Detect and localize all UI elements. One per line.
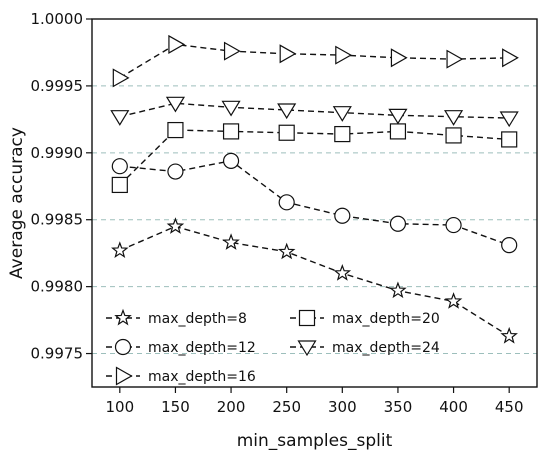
series-max-depth-16 <box>112 34 519 88</box>
series-line <box>119 160 510 246</box>
x-axis-label: min_samples_split <box>237 431 393 451</box>
legend-marker <box>297 340 317 357</box>
data-point-marker <box>112 68 130 88</box>
data-point-marker <box>334 207 351 224</box>
legend-marker <box>114 308 132 326</box>
data-point-marker <box>223 41 241 61</box>
data-point-marker <box>167 121 184 139</box>
axis-ticks: 0.9975 0.9980 0.9985 0.9990 0.9995 1.0000 100 1… <box>31 10 524 416</box>
data-point-marker <box>278 194 295 211</box>
x-tick-label: 200 <box>217 398 246 416</box>
legend-label: max_depth=16 <box>148 369 256 385</box>
data-point-marker <box>389 215 407 232</box>
x-tick-label: 100 <box>105 398 134 416</box>
x-tick-label: 400 <box>439 398 468 416</box>
legend-label: max_depth=8 <box>148 311 247 327</box>
y-tick-label: 0.9975 <box>31 345 84 363</box>
x-tick-label: 350 <box>384 398 413 416</box>
y-tick-label: 0.9995 <box>31 77 84 95</box>
data-point-marker <box>499 111 519 128</box>
y-tick-label: 0.9990 <box>31 144 84 162</box>
data-point-marker <box>333 264 352 281</box>
data-point-marker <box>389 123 407 140</box>
series-max-depth-24 <box>110 96 519 128</box>
data-point-marker <box>389 281 407 299</box>
data-point-marker <box>279 44 297 64</box>
legend-label: max_depth=24 <box>332 340 440 356</box>
data-point-marker <box>221 100 241 117</box>
data-point-marker <box>332 106 352 122</box>
x-tick-label: 300 <box>328 398 357 416</box>
series-max-depth-8 <box>111 217 518 344</box>
data-point-marker <box>445 216 462 234</box>
x-tick-label: 450 <box>495 398 524 416</box>
legend-label: max_depth=12 <box>148 340 256 356</box>
legend-marker <box>115 366 133 386</box>
series-line <box>119 225 510 337</box>
data-point-marker <box>168 34 186 54</box>
x-tick-label: 250 <box>272 398 301 416</box>
data-point-marker <box>111 176 128 194</box>
data-point-marker <box>277 103 297 120</box>
legend-item: max_depth=12 <box>106 338 256 356</box>
data-point-marker <box>165 96 186 113</box>
data-point-marker <box>501 131 518 148</box>
data-point-marker <box>446 49 464 69</box>
data-point-marker <box>277 242 296 260</box>
data-point-marker <box>111 158 128 175</box>
data-point-marker <box>110 110 130 126</box>
data-point-marker <box>390 48 408 68</box>
legend-marker <box>114 338 132 356</box>
y-tick-label: 0.9980 <box>31 278 84 296</box>
plot-area-frame <box>91 18 538 388</box>
data-point-marker <box>502 48 519 68</box>
y-tick-label: 1.0000 <box>31 10 84 28</box>
series-max-depth-12 <box>111 152 518 254</box>
legend-label: max_depth=20 <box>332 311 440 327</box>
data-point-marker <box>444 292 463 309</box>
legend-marker <box>298 309 316 327</box>
series-group <box>110 34 519 344</box>
legend-item: max_depth=24 <box>290 340 440 357</box>
series-max-depth-20 <box>111 121 518 194</box>
y-tick-label: 0.9985 <box>31 211 84 229</box>
legend-item: max_depth=20 <box>290 309 440 327</box>
x-tick-label: 150 <box>161 398 190 416</box>
data-point-marker <box>222 123 240 140</box>
data-point-marker <box>388 108 408 125</box>
data-point-marker <box>334 125 351 143</box>
data-point-marker <box>111 241 129 258</box>
data-point-marker <box>501 237 518 254</box>
data-point-marker <box>222 152 240 169</box>
data-point-marker <box>278 124 295 141</box>
data-point-marker <box>222 233 240 250</box>
data-point-marker <box>335 45 353 65</box>
data-point-marker <box>443 110 464 126</box>
legend-item: max_depth=16 <box>106 366 256 386</box>
y-axis-label: Average accuracy <box>7 127 27 279</box>
data-point-marker <box>166 217 185 234</box>
legend-item: max_depth=8 <box>106 308 247 327</box>
data-point-marker <box>500 326 518 344</box>
series-line <box>119 43 510 79</box>
legend: max_depth=8 max_depth=12 max_depth=16 max_d… <box>106 308 440 386</box>
data-point-marker <box>445 127 462 144</box>
data-point-marker <box>167 163 184 180</box>
